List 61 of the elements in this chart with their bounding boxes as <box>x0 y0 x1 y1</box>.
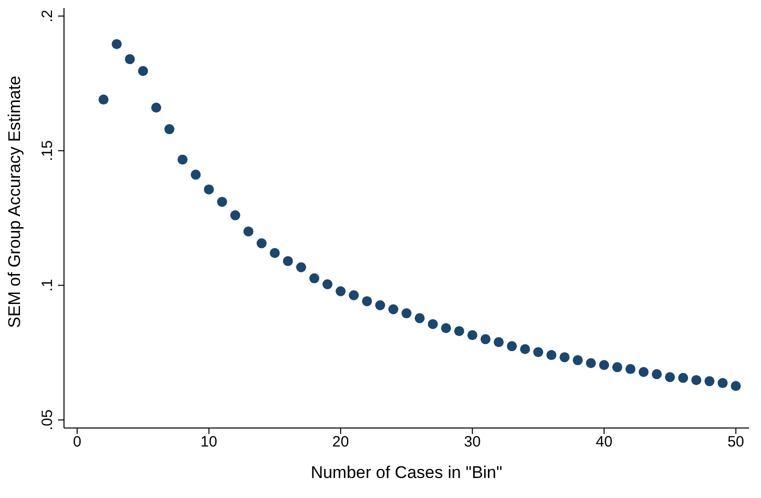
point <box>230 210 240 220</box>
point <box>375 300 386 310</box>
point <box>243 226 254 236</box>
point <box>217 196 228 207</box>
point <box>467 330 478 340</box>
y-axis-title: SEM of Group Accuracy Estimate <box>5 76 24 328</box>
point <box>652 369 662 380</box>
x-axis-title: Number of Cases in "Bin" <box>310 463 502 482</box>
point <box>506 341 517 352</box>
point <box>322 279 332 290</box>
point <box>348 290 359 300</box>
y-tick-label: .1 <box>39 279 56 292</box>
point <box>678 372 688 383</box>
point <box>441 323 452 334</box>
point <box>625 364 636 374</box>
point <box>362 296 372 306</box>
x-tick-label: 10 <box>200 434 218 451</box>
point <box>428 319 438 330</box>
point <box>204 184 214 194</box>
x-tick-label: 50 <box>727 434 744 451</box>
x-tick-label: 40 <box>596 434 612 451</box>
point <box>480 334 491 344</box>
x-tick-label: 0 <box>73 434 82 451</box>
point <box>98 94 109 105</box>
point <box>282 256 293 266</box>
y-tick-label: .15 <box>39 140 56 162</box>
point <box>164 124 174 134</box>
point <box>520 344 530 354</box>
point <box>599 360 610 370</box>
point <box>296 262 306 272</box>
point <box>414 313 425 324</box>
x-tick-label: 30 <box>464 434 481 451</box>
x-tick-label: 20 <box>332 434 349 451</box>
point <box>572 355 583 366</box>
point <box>112 39 122 50</box>
y-tick-label: .05 <box>39 409 56 430</box>
point <box>586 358 596 368</box>
point <box>546 350 556 360</box>
point <box>494 337 504 348</box>
point <box>402 308 412 318</box>
point <box>336 286 346 296</box>
point <box>533 347 544 358</box>
point <box>691 375 702 386</box>
point <box>388 304 398 314</box>
point <box>704 376 714 386</box>
point <box>638 367 649 377</box>
point <box>560 352 570 362</box>
point <box>454 326 464 336</box>
point <box>270 248 280 258</box>
point <box>124 54 135 64</box>
point <box>178 154 188 165</box>
point <box>664 372 675 382</box>
point <box>190 170 201 180</box>
y-tick-label: .2 <box>39 10 56 22</box>
point <box>309 273 320 284</box>
point <box>138 66 148 76</box>
point <box>256 238 267 248</box>
point <box>730 381 741 391</box>
point <box>718 378 728 388</box>
point <box>151 102 162 113</box>
point <box>612 362 622 372</box>
